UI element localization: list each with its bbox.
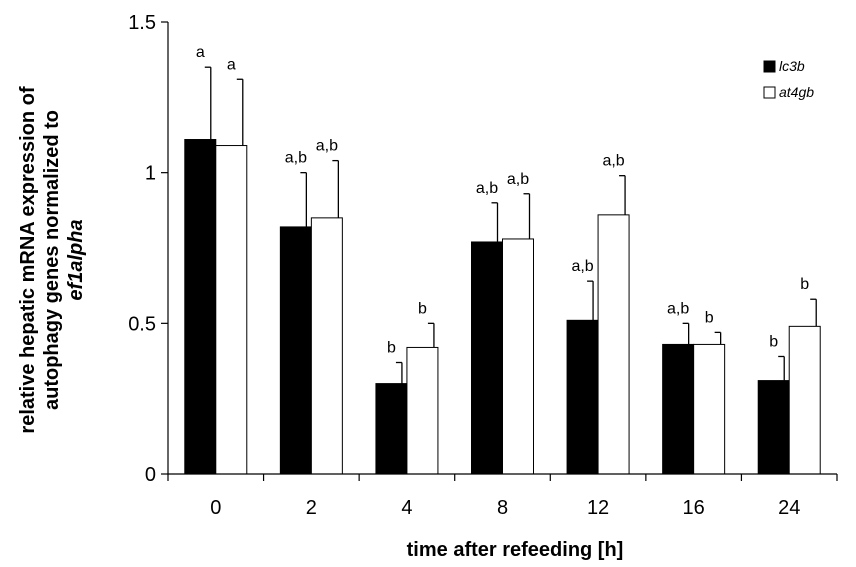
significance-label-lc3b-16: a,b [667, 300, 689, 317]
bar-lc3b-8 [471, 241, 503, 475]
significance-label-lc3b-2: a,b [285, 150, 307, 167]
bar-at4gb-2 [310, 217, 343, 475]
bar-lc3b-12 [566, 319, 599, 475]
bar-lc3b-0 [184, 139, 217, 475]
x-tick-label-12: 12 [587, 497, 609, 519]
x-tick-label-8: 8 [497, 497, 508, 519]
significance-label-at4gb-0: a [227, 56, 236, 73]
y-axis-title: relative hepatic mRNA expression of auto… [17, 86, 87, 433]
significance-labels: a a a,b a,b b b a,b a,b a,b a,b a,b b b b [196, 44, 809, 356]
significance-label-lc3b-8: a,b [476, 180, 498, 197]
bar-lc3b-4 [375, 383, 408, 475]
x-tick-label-2: 2 [306, 497, 317, 519]
significance-label-at4gb-16: b [705, 309, 714, 326]
x-tick-label-0: 0 [210, 497, 221, 519]
bar-at4gb-0 [215, 145, 248, 475]
x-axis-title: time after refeeding [h] [407, 539, 624, 561]
legend-label-at4gb: at4gb [779, 84, 814, 100]
y-tick-label-1.5: 1.5 [128, 12, 156, 34]
legend-label-lc3b: lc3b [779, 58, 805, 74]
significance-label-lc3b-24: b [769, 333, 778, 350]
bars [184, 139, 821, 475]
error-bars [204, 66, 817, 384]
significance-label-at4gb-4: b [418, 300, 427, 317]
bar-at4gb-16 [693, 343, 726, 475]
y-axis-title-line-1: relative hepatic mRNA expression of [17, 86, 39, 433]
significance-label-at4gb-24: b [800, 276, 809, 293]
bar-lc3b-16 [662, 343, 695, 475]
y-tick-label-1: 1 [145, 163, 156, 185]
y-axis-title-line-3: ef1alpha [65, 219, 87, 300]
y-axis-title-line-2: autophagy genes normalized to [41, 110, 63, 410]
bar-lc3b-2 [279, 226, 312, 475]
bar-at4gb-4 [406, 346, 439, 475]
bar-at4gb-24 [788, 325, 821, 475]
legend: lc3b at4gb [763, 58, 814, 100]
significance-label-at4gb-2: a,b [316, 138, 338, 155]
bar-lc3b-24 [757, 380, 790, 475]
legend-swatch-lc3b [763, 60, 776, 73]
bar-at4gb-8 [502, 238, 534, 475]
bar-at4gb-12 [597, 214, 630, 475]
significance-label-at4gb-8: a,b [507, 171, 529, 188]
x-tick-label-16: 16 [683, 497, 705, 519]
axes [161, 21, 838, 481]
significance-label-lc3b-4: b [387, 340, 396, 357]
significance-label-at4gb-12: a,b [602, 153, 624, 170]
y-tick-label-0: 0 [145, 464, 156, 486]
legend-swatch-at4gb [763, 86, 776, 99]
significance-label-lc3b-12: a,b [571, 258, 593, 275]
x-tick-label-24: 24 [778, 497, 800, 519]
x-tick-label-4: 4 [401, 497, 412, 519]
y-tick-label-0.5: 0.5 [128, 313, 156, 335]
significance-label-lc3b-0: a [196, 44, 205, 61]
